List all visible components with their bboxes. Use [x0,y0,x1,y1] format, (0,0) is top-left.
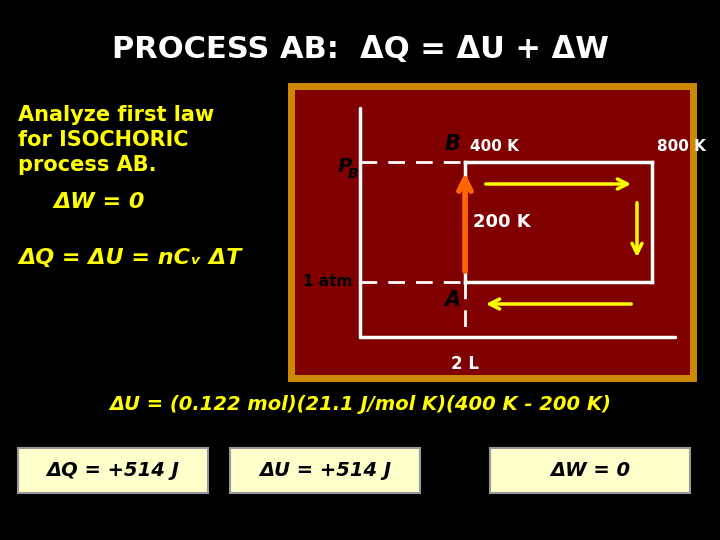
Bar [490,448,690,493]
Text: 800 K: 800 K [657,139,706,154]
Text: ΔU = (0.122 mol)(21.1 J/mol K)(400 K - 200 K): ΔU = (0.122 mol)(21.1 J/mol K)(400 K - 2… [109,395,611,415]
Text: for ISOCHORIC: for ISOCHORIC [18,130,189,150]
Text: ΔW = 0: ΔW = 0 [53,192,145,212]
Text: ΔU = +514 J: ΔU = +514 J [259,461,391,480]
Text: Analyze first law: Analyze first law [18,105,214,125]
Text: B: B [444,134,460,154]
Bar [295,90,690,375]
Text: 200 K: 200 K [473,213,531,231]
Text: PROCESS AB:  ΔQ = ΔU + ΔW: PROCESS AB: ΔQ = ΔU + ΔW [112,36,608,64]
Text: A: A [444,290,460,310]
Text: 2 L: 2 L [451,355,479,373]
Text: 400 K: 400 K [470,139,519,154]
Text: ΔW = 0: ΔW = 0 [550,461,630,480]
Text: ΔQ = +514 J: ΔQ = +514 J [47,461,179,480]
Bar [288,83,697,382]
Bar [18,448,208,493]
Text: B: B [347,167,358,181]
Bar [230,448,420,493]
Text: process AB.: process AB. [18,155,156,175]
Text: 1 atm: 1 atm [302,274,352,289]
Text: P: P [338,158,352,177]
Text: ΔQ = ΔU = nCᵥ ΔT: ΔQ = ΔU = nCᵥ ΔT [18,248,241,268]
